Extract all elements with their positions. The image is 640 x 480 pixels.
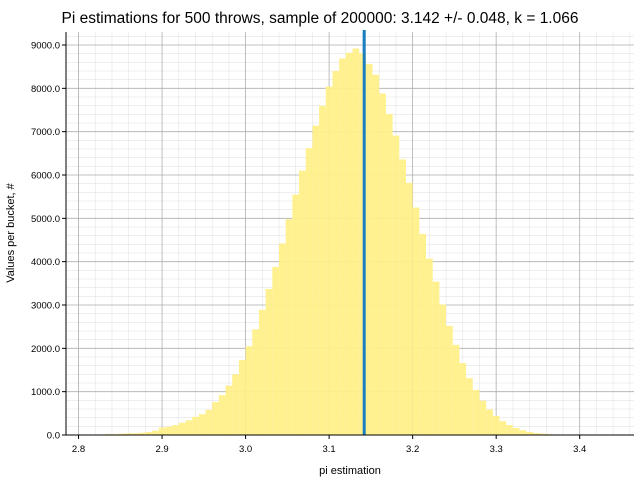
histogram-bar [319,105,326,436]
x-tick-label: 2.8 [72,444,85,455]
histogram-bar [459,363,467,435]
histogram-bar [412,207,420,435]
histogram-bar [272,266,279,435]
histogram-bar [432,281,440,435]
histogram-bar [359,53,366,435]
x-tick-label: 3.4 [573,444,586,455]
histogram-bar [212,402,219,435]
histogram-bar [512,428,520,435]
histogram-bar [279,243,286,435]
histogram-bar [252,329,259,435]
histogram-bar [305,148,313,435]
x-tick-label: 3.2 [406,444,419,455]
histogram-bar [178,422,186,435]
histogram-bar [472,389,480,435]
y-tick-label: 0.0 [47,431,60,442]
histogram-bar [172,425,179,435]
histogram-bar [452,344,460,435]
histogram-bar [405,182,413,435]
histogram-bar [325,86,333,435]
histogram-bar [258,309,266,435]
y-tick-label: 2000.0 [31,344,60,355]
histogram-bar [138,432,146,435]
histogram-bar [499,421,507,435]
histogram-bar [152,430,159,435]
x-axis-label: pi estimation [319,465,381,477]
histogram-bar [232,374,239,435]
histogram-bar [446,325,453,435]
x-tick-label: 3.1 [323,444,336,455]
y-tick-label: 7000.0 [31,127,60,138]
histogram-bar [332,71,340,435]
y-tick-label: 6000.0 [31,171,60,182]
histogram-bar [486,409,493,435]
y-tick-label: 3000.0 [31,301,60,312]
histogram-bar [372,74,380,436]
histogram-bar [492,415,500,435]
histogram-bar [225,385,233,435]
histogram-bar [192,416,199,435]
histogram-bars [71,48,594,436]
histogram-bar [165,426,173,435]
histogram-bar [218,395,226,435]
histogram-bar [532,433,540,435]
histogram-bar [379,93,386,436]
y-tick-label: 8000.0 [31,84,60,95]
histogram-bar [345,52,353,436]
y-tick-label: 5000.0 [31,214,60,225]
histogram-bar [131,433,139,435]
histogram-bar [238,360,246,435]
chart-title: Pi estimations for 500 throws, sample of… [62,10,579,27]
x-tick-label: 2.9 [155,444,168,455]
histogram-bar [185,420,193,435]
histogram-bar [479,400,487,435]
histogram-bar [519,430,527,435]
histogram-bar [245,346,253,435]
histogram-bar [292,194,300,435]
histogram-bar [125,433,132,435]
x-tick-label: 3.3 [490,444,503,455]
histogram-bar [352,48,360,435]
histogram-bar [205,409,213,435]
histogram-bar [439,304,447,435]
x-axis-ticks: 2.8 2.9 3.0 3.1 3.2 3.3 3.4 [72,435,586,455]
histogram-bar [426,258,433,435]
y-axis-label: Values per bucket, # [5,182,17,282]
histogram-bar [299,170,306,435]
histogram-bar [198,414,206,435]
histogram-bar [285,219,293,435]
histogram-bar [526,431,533,435]
histogram-bar [158,427,166,435]
histogram-bar [312,125,320,435]
y-tick-label: 4000.0 [31,257,60,268]
x-tick-label: 3.0 [239,444,252,455]
y-tick-label: 1000.0 [31,387,60,398]
histogram-bar [265,288,273,435]
histogram-bar [365,64,373,436]
histogram-bar [145,431,153,435]
axes [65,32,634,436]
histogram-bar [399,159,406,435]
histogram-bar [339,58,346,435]
histogram-bar [118,433,126,435]
histogram-bar [539,433,547,435]
histogram-bar [392,135,400,436]
histogram-bar [466,378,473,435]
y-axis-ticks: 0.0 1000.0 2000.0 3000.0 4000.0 5000.0 6000.0 7… [31,41,66,442]
histogram-bar [419,233,427,435]
y-tick-label: 9000.0 [31,41,60,52]
histogram-bar [506,425,513,435]
histogram-bar [385,113,393,436]
